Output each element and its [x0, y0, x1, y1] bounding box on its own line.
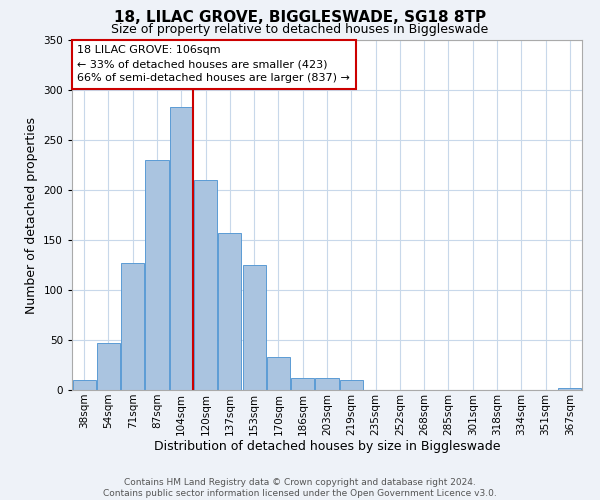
X-axis label: Distribution of detached houses by size in Biggleswade: Distribution of detached houses by size …	[154, 440, 500, 454]
Bar	[73, 380, 95, 390]
Bar	[316, 378, 338, 390]
Bar	[170, 107, 193, 390]
Bar	[559, 388, 581, 390]
Text: 18, LILAC GROVE, BIGGLESWADE, SG18 8TP: 18, LILAC GROVE, BIGGLESWADE, SG18 8TP	[114, 10, 486, 25]
Bar	[291, 378, 314, 390]
Text: Size of property relative to detached houses in Biggleswade: Size of property relative to detached ho…	[112, 22, 488, 36]
Text: Contains HM Land Registry data © Crown copyright and database right 2024.
Contai: Contains HM Land Registry data © Crown c…	[103, 478, 497, 498]
Y-axis label: Number of detached properties: Number of detached properties	[25, 116, 38, 314]
Bar	[121, 263, 144, 390]
Bar	[97, 343, 120, 390]
Bar	[242, 265, 266, 390]
Bar	[267, 357, 290, 390]
Text: 18 LILAC GROVE: 106sqm
← 33% of detached houses are smaller (423)
66% of semi-de: 18 LILAC GROVE: 106sqm ← 33% of detached…	[77, 46, 350, 83]
Bar	[218, 233, 241, 390]
Bar	[145, 160, 169, 390]
Bar	[340, 380, 363, 390]
Bar	[194, 180, 217, 390]
